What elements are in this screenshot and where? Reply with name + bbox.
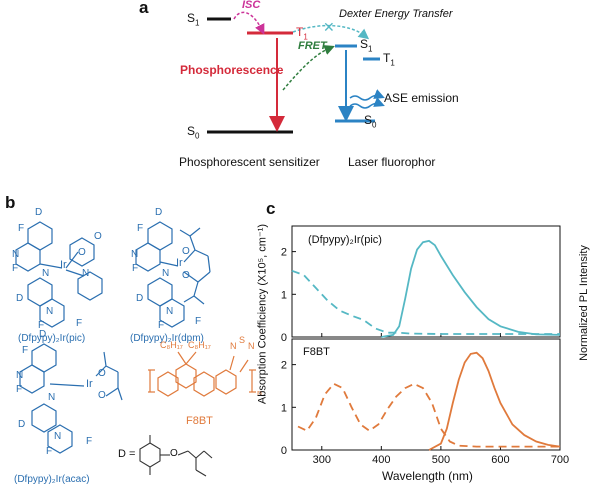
mol1-atom-d2: D xyxy=(16,293,24,304)
series-1-absorption xyxy=(291,269,560,335)
y-tick-label-2-1: 1 xyxy=(281,402,287,414)
mol3-atom-o2: O xyxy=(98,390,106,401)
mol2-atom-o1: O xyxy=(182,246,190,257)
mol2-atom-f4: F xyxy=(195,316,202,327)
mol3-atom-n1: N xyxy=(16,370,24,381)
mol2-structure xyxy=(135,221,211,328)
x-tick-label-600: 600 xyxy=(491,454,509,466)
mol2-atom-ir: Ir xyxy=(176,257,183,269)
f8bt-atom-n1: N xyxy=(230,341,237,351)
mol2-atom-f1: F xyxy=(137,223,144,234)
isc-label: ISC xyxy=(242,0,261,11)
mol1-atom-n3: N xyxy=(82,268,90,279)
mol3-atom-ir: Ir xyxy=(86,378,93,390)
y-tick-label-2-2: 2 xyxy=(281,360,287,372)
mol1-atom-f1: F xyxy=(18,223,25,234)
mol1-structure xyxy=(15,221,103,328)
t1-left-text: T1 xyxy=(296,25,308,42)
legend-top: (Dfpypy)₂Ir(pic) xyxy=(308,234,382,246)
mol3-atom-n2: N xyxy=(48,392,56,403)
mol1-atom-ir: Ir xyxy=(60,259,67,271)
d-equals-label: D = xyxy=(118,448,136,460)
dexter-arrow xyxy=(292,24,370,40)
mol2-name: (Dfpypy)₂Ir(dpm) xyxy=(130,333,204,344)
t1-right-text: T1 xyxy=(383,51,395,68)
mol3-atom-d2: D xyxy=(18,419,26,430)
mol3-atom-f4: F xyxy=(86,436,93,447)
s1-left-text: S1 xyxy=(187,11,200,28)
series-2-pl xyxy=(428,351,561,451)
x-tick-label-400: 400 xyxy=(372,454,390,466)
ase-wave-2 xyxy=(349,97,385,109)
mol2-atom-n2: N xyxy=(162,268,170,279)
mol1-atom-f4: F xyxy=(76,318,83,329)
fret-arrow xyxy=(282,45,335,91)
mol1-atom-n4: N xyxy=(46,306,54,317)
dexter-label: Dexter Energy Transfer xyxy=(339,8,453,20)
dexter-cross: ✕ xyxy=(323,19,335,35)
mol3-name: (Dfpypy)₂Ir(acac) xyxy=(14,474,90,485)
isc-arrow xyxy=(233,11,265,35)
mol3-atom-o1: O xyxy=(98,368,106,379)
mol3-atom-f1: F xyxy=(22,345,29,356)
mol2-atom-f2: F xyxy=(132,263,139,274)
x-axis-label: Wavelength (nm) xyxy=(382,469,473,483)
s0-left-text: S0 xyxy=(187,124,200,141)
y-tick-label-1-2: 2 xyxy=(281,247,287,259)
mol1-atom-n2: N xyxy=(42,268,50,279)
ase-wave-1 xyxy=(349,89,385,101)
mol1-atom-n1: N xyxy=(12,249,20,260)
plot-frame-1 xyxy=(291,225,561,338)
series-2-absorption xyxy=(297,382,560,448)
f8bt-c8h17-1: C₈H₁₇ xyxy=(160,340,183,350)
series-1-pl xyxy=(381,239,561,338)
f8bt-c8h17-2: C₈H₁₇ xyxy=(188,340,211,350)
mol1-name: (Dfpypy)₂Ir(pic) xyxy=(18,333,86,344)
panel-c-label: c xyxy=(266,199,276,218)
mol2-atom-d2: D xyxy=(136,293,144,304)
fret-label: FRET xyxy=(298,40,327,52)
mol1-atom-d1: D xyxy=(35,207,43,218)
d-substituent-structure xyxy=(139,435,213,477)
f8bt-name: F8BT xyxy=(186,415,213,427)
x-tick-label-700: 700 xyxy=(551,454,569,466)
mol2-atom-d1: D xyxy=(155,207,163,218)
s0-right-text: S0 xyxy=(364,113,377,130)
mol3-atom-d1: D xyxy=(39,329,47,340)
f8bt-atom-n2: N xyxy=(248,341,255,351)
mol3-atom-n3: N xyxy=(54,431,62,442)
mol1-atom-o1: O xyxy=(78,247,86,258)
legend-bottom: F8BT xyxy=(303,346,330,358)
y-tick-label-1-0: 0 xyxy=(281,332,287,344)
y-tick-label-2-0: 0 xyxy=(281,445,287,457)
fluorophor-label: Laser fluorophor xyxy=(348,155,436,169)
mol1-atom-o2: O xyxy=(94,231,102,242)
sensitizer-label: Phosphorescent sensitizer xyxy=(179,155,320,169)
panel-b-label: b xyxy=(5,193,16,212)
f8bt-structure xyxy=(148,351,256,397)
mol1-atom-f3: F xyxy=(38,320,45,331)
mol2-atom-f3: F xyxy=(158,320,165,331)
mol3-structure xyxy=(19,343,123,454)
d-atom-o: O xyxy=(170,448,178,459)
x-tick-label-500: 500 xyxy=(432,454,450,466)
mol1-atom-f2: F xyxy=(12,263,19,274)
ase-label: ASE emission xyxy=(384,91,459,105)
plot-frame-2 xyxy=(291,338,561,451)
panel-a-label: a xyxy=(139,0,149,17)
mol2-atom-o2: O xyxy=(182,270,190,281)
x-tick-label-300: 300 xyxy=(313,454,331,466)
mol2-atom-n3: N xyxy=(166,306,174,317)
mol3-atom-f2: F xyxy=(16,384,23,395)
mol2-atom-n1: N xyxy=(131,249,139,260)
s1-right-text: S1 xyxy=(360,37,373,54)
mol3-atom-f3: F xyxy=(46,446,53,457)
y-tick-label-1-1: 1 xyxy=(281,289,287,301)
phosphorescence-label: Phosphorescence xyxy=(180,63,284,77)
f8bt-atom-s: S xyxy=(239,335,246,345)
f8bt-subscript-n: n xyxy=(257,388,263,398)
